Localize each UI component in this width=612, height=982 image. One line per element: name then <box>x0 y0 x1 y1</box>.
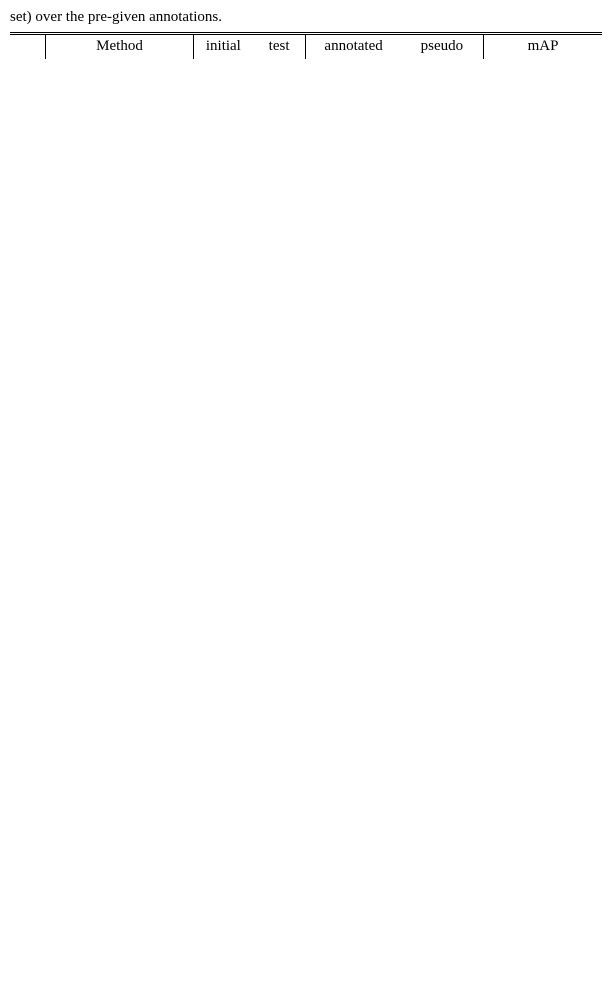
results-table: Method initial test annotated pseudo mAP <box>10 32 602 59</box>
table-caption-fragment: set) over the pre-given annotations. <box>10 8 602 28</box>
header-method: Method <box>46 33 194 59</box>
header-test: test <box>253 33 306 59</box>
header-map: mAP <box>484 33 602 59</box>
table-header-row: Method initial test annotated pseudo mAP <box>10 33 602 59</box>
header-blank <box>10 33 46 59</box>
header-pseudo: pseudo <box>401 33 484 59</box>
header-initial: initial <box>194 33 253 59</box>
header-annotated: annotated <box>306 33 401 59</box>
